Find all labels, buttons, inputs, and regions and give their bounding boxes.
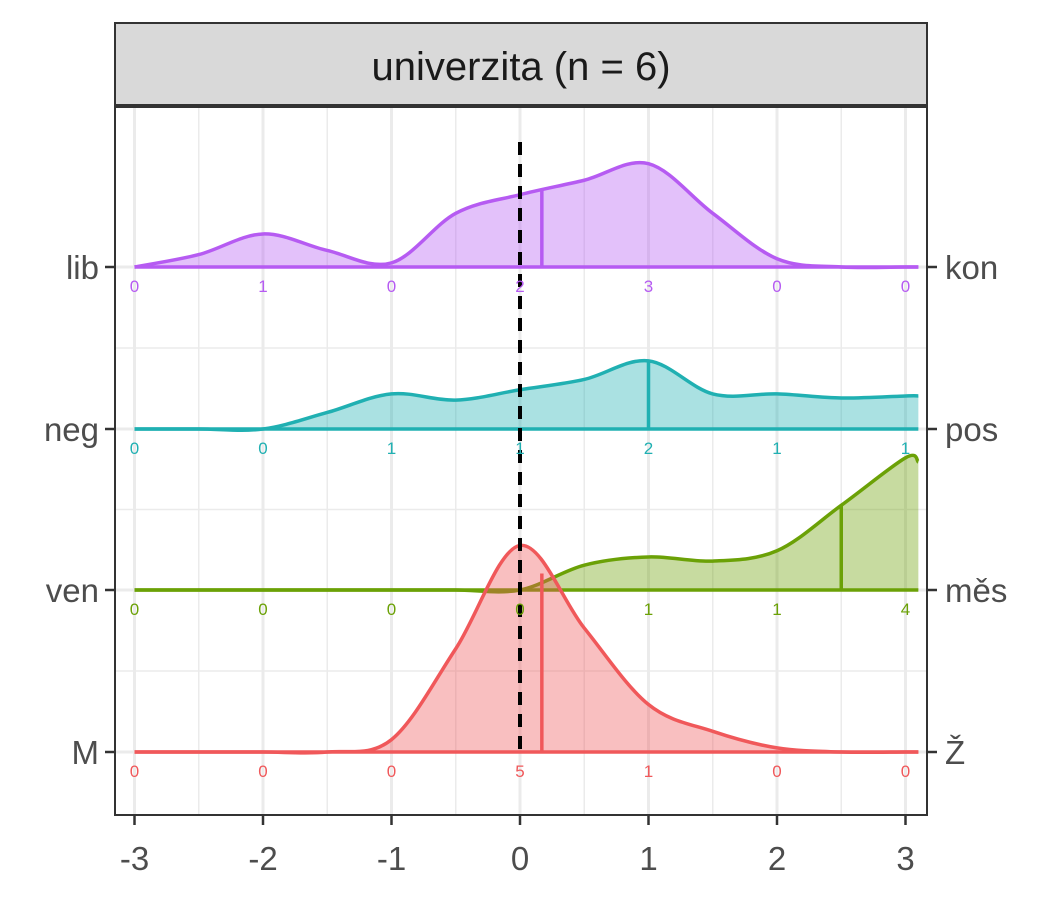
- x-tick-label: -2: [248, 840, 277, 877]
- count-label: 0: [130, 762, 139, 781]
- count-label: 0: [387, 762, 396, 781]
- x-axis: -3 -2 -1 0 1 2 3: [120, 815, 915, 877]
- count-label: 1: [515, 439, 524, 458]
- count-label: 1: [644, 762, 653, 781]
- count-label: 0: [901, 762, 910, 781]
- count-label: 0: [258, 600, 267, 619]
- count-label: 5: [515, 762, 524, 781]
- count-label: 2: [515, 277, 524, 296]
- y-axis-right: kon pos měs Ž: [927, 249, 1007, 771]
- facet-title: univerzita (n = 6): [371, 45, 670, 89]
- count-label: 3: [644, 277, 653, 296]
- x-tick-label: 1: [639, 840, 657, 877]
- ridges: [134, 160, 920, 755]
- ridge-lib-kon: [134, 160, 919, 270]
- y-label-left: M: [72, 734, 100, 771]
- density-area: [134, 162, 919, 268]
- count-labels: 0 1 0 2 3 0 00 0 1 1 2 1 10 0 0 0 1 1 40 0 0 5 1 0 0: [130, 277, 910, 781]
- count-label: 0: [387, 600, 396, 619]
- count-label: 0: [258, 762, 267, 781]
- y-label-left: ven: [46, 572, 99, 609]
- count-label: 1: [258, 277, 267, 296]
- ridge-m--: [134, 543, 919, 755]
- count-label: 4: [901, 600, 910, 619]
- count-label: 0: [772, 277, 781, 296]
- count-label: 1: [772, 439, 781, 458]
- y-label-right: kon: [945, 249, 998, 286]
- x-tick-label: 2: [768, 840, 786, 877]
- count-label: 1: [901, 439, 910, 458]
- y-label-left: neg: [44, 411, 99, 448]
- density-area: [134, 545, 919, 753]
- x-tick-label: 3: [896, 840, 914, 877]
- count-label: 1: [644, 600, 653, 619]
- x-tick-label: -3: [120, 840, 149, 877]
- strip-background: [114, 22, 928, 106]
- y-label-right: měs: [945, 572, 1007, 609]
- y-label-right: pos: [945, 411, 998, 448]
- count-label: 0: [387, 277, 396, 296]
- ridge-neg-pos: [134, 358, 919, 432]
- count-label: 0: [901, 277, 910, 296]
- x-tick-label: 0: [511, 840, 529, 877]
- count-label: 2: [644, 439, 653, 458]
- count-label: 0: [130, 277, 139, 296]
- count-label: 0: [130, 600, 139, 619]
- count-label: 0: [515, 600, 524, 619]
- count-label: 0: [772, 762, 781, 781]
- y-label-left: lib: [66, 249, 99, 286]
- count-label: 1: [772, 600, 781, 619]
- count-label: 1: [387, 439, 396, 458]
- x-tick-label: -1: [377, 840, 406, 877]
- y-axis-left: lib neg ven M: [44, 249, 115, 771]
- count-label: 0: [258, 439, 267, 458]
- y-label-right: Ž: [945, 734, 965, 771]
- count-label: 0: [130, 439, 139, 458]
- ridge-ven-m-s: [134, 453, 920, 594]
- facet-strip: univerzita (n = 6): [114, 22, 928, 106]
